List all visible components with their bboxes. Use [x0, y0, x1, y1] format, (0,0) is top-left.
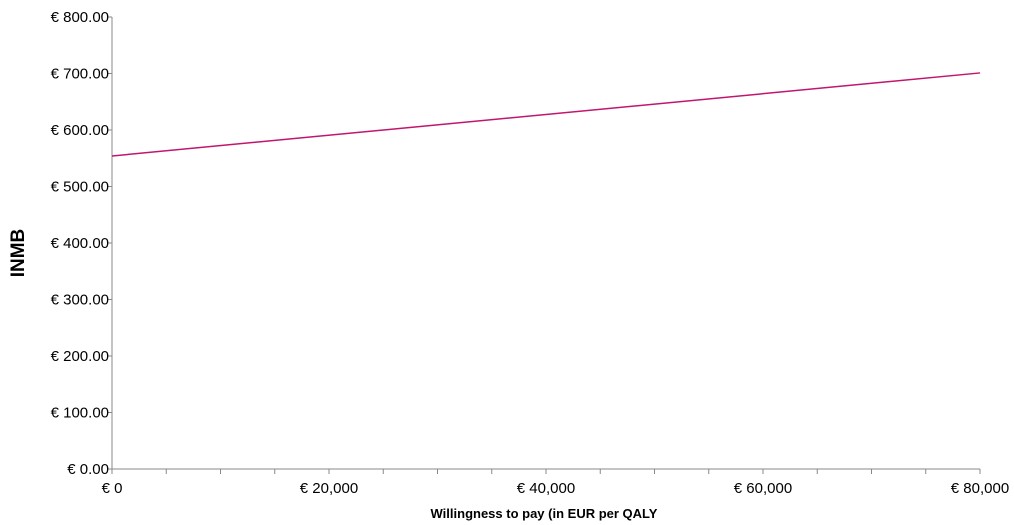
y-tick-label: € 400.00 [51, 235, 109, 252]
y-tick-label: € 700.00 [51, 66, 109, 83]
x-tick-label: € 20,000 [300, 480, 358, 497]
y-tick-label: € 800.00 [51, 9, 109, 26]
x-tick-label: € 40,000 [517, 480, 575, 497]
y-tick-label: € 200.00 [51, 348, 109, 365]
series-line [111, 72, 981, 157]
x-tick-label: € 60,000 [734, 480, 792, 497]
series-layer [111, 72, 981, 157]
y-tick-label: € 300.00 [51, 292, 109, 309]
x-axis-title: Willingness to pay (in EUR per QALY [431, 506, 658, 521]
x-axis-ticks: € 0 € 20,000 € 40,000 € 60,000 € 80,000 [102, 469, 1009, 497]
x-tick-label: € 80,000 [951, 480, 1009, 497]
y-axis-ticks: € 0.00 € 100.00 € 200.00 € 300.00 € 400.00 € … [51, 9, 112, 478]
y-tick-label: € 500.00 [51, 179, 109, 196]
x-tick-label: € 0 [102, 480, 123, 497]
y-tick-label: € 100.00 [51, 405, 109, 422]
y-axis-title: INMB [8, 229, 29, 278]
y-tick-label: € 600.00 [51, 122, 109, 139]
y-tick-label: € 0.00 [67, 461, 109, 478]
